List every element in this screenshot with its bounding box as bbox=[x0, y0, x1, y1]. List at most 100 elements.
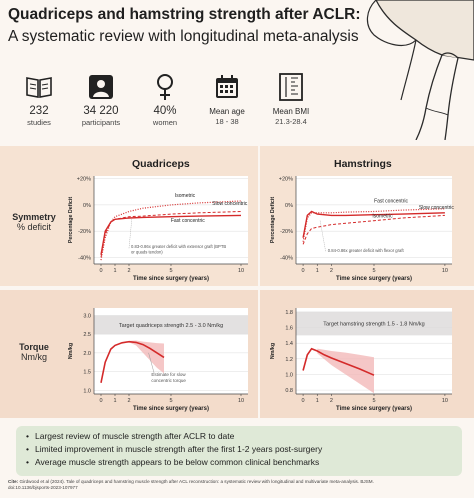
stat-label: women bbox=[152, 118, 178, 127]
column-divider bbox=[258, 146, 260, 418]
stat-label: participants bbox=[81, 118, 121, 127]
finding-item: Largest review of muscle strength after … bbox=[26, 430, 452, 443]
row-label-symmetry: Symmetry % deficit bbox=[0, 212, 74, 232]
x-tick-label: 1 bbox=[113, 268, 116, 274]
y-tick-label: -40% bbox=[280, 255, 293, 261]
y-tick-label: 0% bbox=[285, 203, 293, 209]
hamstrings-torque-chart: Target hamstring strength 1.5 - 1.8 Nm/k… bbox=[270, 308, 452, 412]
series-line-fast-concentric bbox=[100, 214, 242, 255]
finding-item: Average muscle strength appears to be be… bbox=[26, 456, 452, 469]
x-axis-title: Time since surgery (years) bbox=[336, 406, 412, 412]
x-tick-label: 10 bbox=[442, 268, 448, 274]
x-tick-label: 5 bbox=[169, 268, 172, 274]
series-line-isometric bbox=[100, 200, 242, 261]
y-tick-label: 1.5 bbox=[83, 370, 91, 376]
series-line-slow-concentric bbox=[302, 210, 445, 238]
stat-label: 18 - 38 bbox=[215, 117, 239, 126]
row-unit: Nm/kg bbox=[20, 352, 47, 362]
confidence-band bbox=[129, 340, 164, 374]
row-title: Symmetry bbox=[12, 212, 56, 222]
x-tick-label: 5 bbox=[169, 398, 172, 404]
stat-label: studies bbox=[27, 118, 51, 127]
x-tick-label: 2 bbox=[330, 268, 333, 274]
x-tick-label: 10 bbox=[238, 398, 244, 404]
x-tick-label: 5 bbox=[372, 268, 375, 274]
x-tick-label: 2 bbox=[127, 268, 130, 274]
y-tick-label: +20% bbox=[279, 177, 293, 183]
target-band bbox=[94, 315, 248, 335]
x-tick-label: 2 bbox=[330, 398, 333, 404]
key-findings-box: Largest review of muscle strength after … bbox=[16, 426, 462, 476]
stat-label: 21.3-28.4 bbox=[275, 117, 307, 126]
series-line-isometric bbox=[302, 214, 445, 245]
series-line-estimate bbox=[100, 340, 165, 383]
series-label: Slow concentric bbox=[212, 201, 248, 207]
page-subtitle: A systematic review with longitudinal me… bbox=[8, 28, 359, 45]
hamstrings-symmetry-chart: +20% 0% -20% -40% 0 1 2 5 10 Time since surgery (… bbox=[270, 176, 454, 282]
knee-illustration bbox=[366, 0, 474, 140]
target-label: Target quadriceps strength 2.5 - 3.0 Nm/… bbox=[119, 323, 223, 329]
stat-age: Mean age 18 - 38 bbox=[194, 72, 260, 126]
y-tick-label: 1.8 bbox=[285, 310, 293, 316]
book-icon bbox=[26, 77, 52, 98]
x-tick-label: 1 bbox=[113, 398, 116, 404]
row-unit: % deficit bbox=[16, 222, 51, 232]
series-label: Fast concentric bbox=[374, 198, 408, 204]
calendar-icon bbox=[216, 75, 238, 98]
stat-value: Mean age bbox=[209, 107, 245, 116]
stat-value: 232 bbox=[29, 105, 49, 117]
y-tick-label: 2.0 bbox=[83, 351, 91, 357]
stat-participants: 34 220 participants bbox=[68, 72, 134, 127]
y-axis-title: Nm/kg bbox=[68, 343, 74, 359]
x-tick-label: 1 bbox=[316, 398, 319, 404]
y-tick-label: -20% bbox=[280, 229, 293, 235]
series-line-slow-concentric bbox=[100, 211, 242, 258]
finding-item: Limited improvement in muscle strength a… bbox=[26, 443, 452, 456]
y-tick-label: -40% bbox=[78, 255, 91, 261]
page-title: Quadriceps and hamstring strength after … bbox=[8, 6, 361, 23]
target-band bbox=[296, 311, 452, 336]
female-symbol-icon bbox=[157, 74, 173, 100]
annotation-text: 0.84-0.86x greater deficit with flexor g… bbox=[328, 248, 405, 253]
y-axis-title: Percentage Deficit bbox=[270, 197, 276, 243]
citation: Cite: Girdwood et al (2024). Tale of qua… bbox=[8, 479, 408, 491]
stat-studies: 232 studies bbox=[6, 72, 72, 127]
y-tick-label: -20% bbox=[78, 229, 91, 235]
person-icon bbox=[89, 75, 113, 99]
stat-bmi: Mean BMI 21.3-28.4 bbox=[258, 72, 324, 126]
series-line-fast-concentric bbox=[302, 208, 445, 242]
y-tick-label: 1.2 bbox=[285, 357, 293, 363]
y-tick-label: 1.0 bbox=[285, 372, 293, 378]
annotation-leader bbox=[148, 352, 155, 374]
cite-text: Girdwood et al (2024). Tale of quadricep… bbox=[8, 479, 374, 490]
x-tick-label: 0 bbox=[302, 398, 305, 404]
y-tick-label: 2.5 bbox=[83, 332, 91, 338]
x-tick-label: 0 bbox=[99, 268, 102, 274]
series-label: Isometric bbox=[372, 213, 393, 219]
y-tick-label: 0.8 bbox=[285, 388, 293, 394]
series-label: Fast concentric bbox=[171, 218, 205, 224]
annotation-text: Estimate for slow concentric torque bbox=[151, 372, 186, 383]
target-label: Target hamstring strength 1.5 - 1.8 Nm/k… bbox=[323, 322, 425, 328]
stat-value: 34 220 bbox=[83, 105, 119, 117]
height-scale-icon bbox=[279, 73, 303, 101]
x-tick-label: 10 bbox=[442, 398, 448, 404]
annotation-text: 0.83-0.86x greater deficit with extensor… bbox=[131, 244, 226, 255]
x-tick-label: 0 bbox=[302, 268, 305, 274]
y-tick-label: 0% bbox=[83, 203, 91, 209]
stat-women: 40% women bbox=[132, 72, 198, 127]
annotation-leader bbox=[128, 219, 133, 249]
x-tick-label: 10 bbox=[238, 268, 244, 274]
quadriceps-symmetry-chart: +20% 0% -20% -40% 0 1 2 5 10 Time since surgery (… bbox=[68, 176, 248, 282]
x-axis-title: Time since surgery (years) bbox=[133, 406, 209, 412]
x-tick-label: 0 bbox=[99, 398, 102, 404]
cite-label: Cite: bbox=[8, 479, 19, 484]
y-tick-label: 1.0 bbox=[83, 388, 91, 394]
series-label: Isometric bbox=[175, 193, 196, 199]
column-header-quadriceps: Quadriceps bbox=[132, 158, 190, 170]
x-tick-label: 5 bbox=[372, 398, 375, 404]
plot-area bbox=[296, 176, 452, 264]
y-tick-label: +20% bbox=[77, 177, 91, 183]
y-axis-title: Percentage Deficit bbox=[68, 197, 74, 243]
annotation-leader bbox=[319, 220, 327, 253]
